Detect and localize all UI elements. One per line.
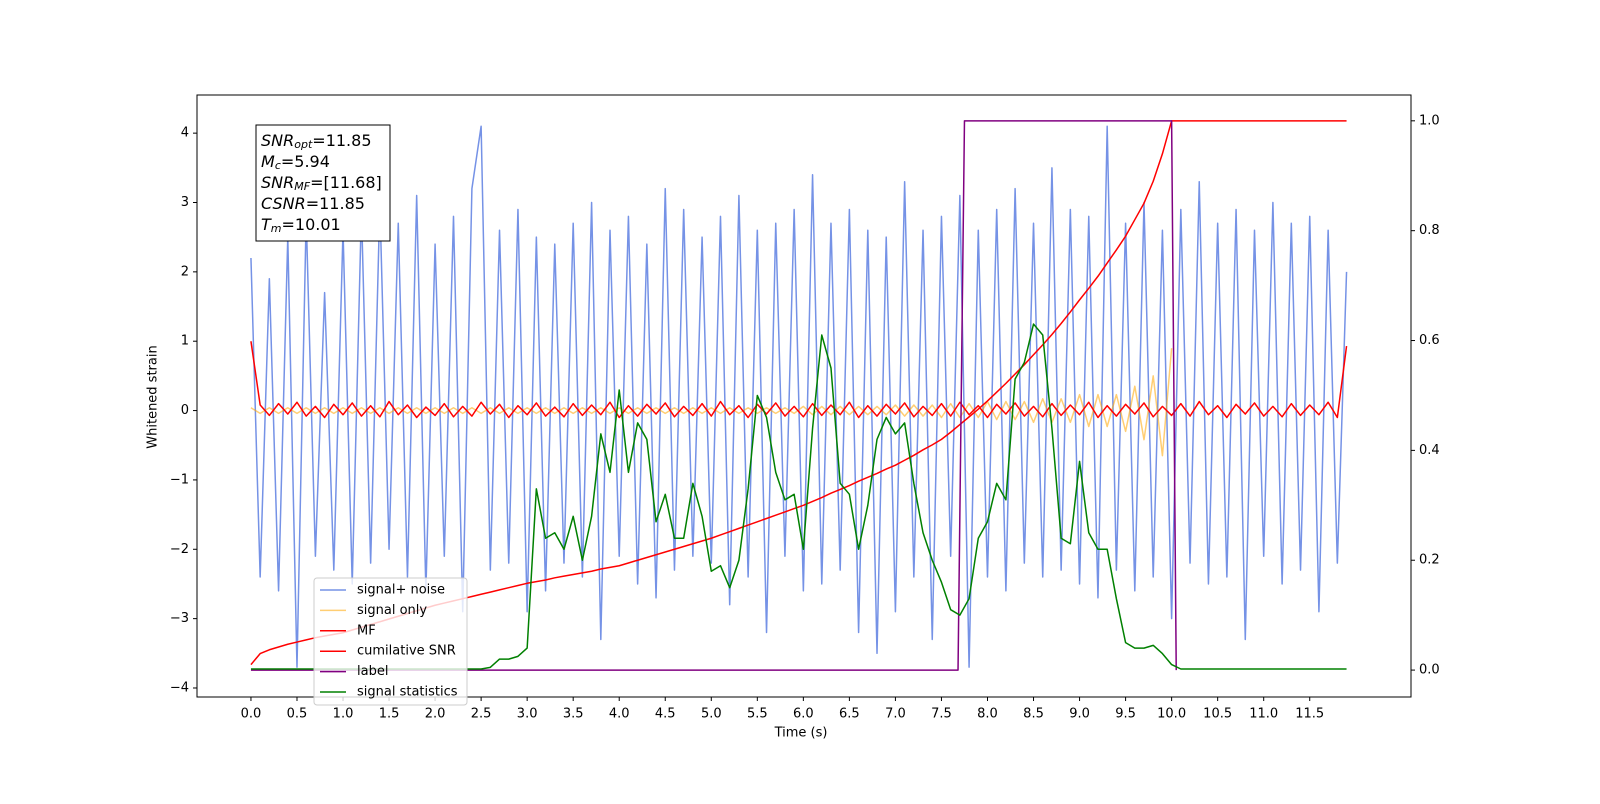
- x-tick-label: 8.5: [1023, 707, 1044, 722]
- x-tick-label: 1.5: [379, 707, 400, 722]
- legend-label: signal only: [357, 603, 427, 618]
- x-tick-label: 6.5: [839, 707, 860, 722]
- x-tick-label: 6.0: [793, 707, 814, 722]
- x-tick-label: 3.5: [563, 707, 584, 722]
- annotation-line: Tm=10.01: [261, 215, 341, 236]
- y2-tick-label: 1.0: [1419, 113, 1440, 128]
- legend-label: signal+ noise: [357, 583, 445, 598]
- series-line: [250, 120, 1177, 671]
- x-tick-label: 9.5: [1115, 707, 1136, 722]
- annotation-subscript: c: [275, 159, 281, 172]
- annotation-line: SNRopt=11.85: [261, 131, 372, 152]
- x-tick-label: 1.0: [333, 707, 354, 722]
- annotation-symbol: SNR: [261, 173, 294, 192]
- x-tick-label: 0.0: [241, 707, 262, 722]
- x-tick-label: 2.0: [425, 707, 446, 722]
- legend-label: label: [357, 664, 388, 679]
- y2-tick-label: 0.2: [1419, 553, 1440, 568]
- x-tick-label: 3.0: [517, 707, 538, 722]
- x-tick-label: 2.5: [471, 707, 492, 722]
- annotation-subscript: MF: [294, 180, 310, 193]
- y-tick-label: −2: [170, 542, 189, 557]
- annotation-symbol: SNR: [261, 131, 294, 150]
- annotation-symbol: CSNR: [261, 194, 306, 213]
- annotation-box: [255, 124, 391, 242]
- x-axis-label: Time (s): [774, 726, 828, 741]
- annotation-value: =[11.68]: [310, 173, 382, 192]
- x-tick-label: 10.5: [1203, 707, 1232, 722]
- legend-box: [313, 577, 468, 706]
- y-tick-label: −1: [170, 472, 189, 487]
- y2-tick-label: 0.4: [1419, 443, 1440, 458]
- legend: signal+ noise signal only MF cumilative SNR…: [313, 577, 468, 706]
- y2-tick-label: 0.8: [1419, 223, 1440, 238]
- annotation: SNRopt=11.85Mc=5.94SNRMF=[11.68]CSNR=11.…: [255, 124, 391, 242]
- y-tick-label: 2: [181, 264, 189, 279]
- x-tick-label: 0.5: [287, 707, 308, 722]
- legend-label: MF: [357, 623, 376, 638]
- x-tick-label: 5.5: [747, 707, 768, 722]
- series-line: [250, 348, 1173, 457]
- x-tick-label: 7.0: [885, 707, 906, 722]
- annotation-value: =11.85: [312, 131, 371, 150]
- annotation-symbol: T: [261, 215, 272, 234]
- annotation-subscript: opt: [294, 138, 313, 151]
- x-tick-label: 9.0: [1069, 707, 1090, 722]
- series-line: [250, 125, 1348, 668]
- annotation-value: =11.85: [306, 194, 365, 213]
- y-tick-label: −4: [170, 680, 189, 695]
- annotation-value: =10.01: [282, 215, 341, 234]
- legend-label: cumilative SNR: [357, 644, 456, 659]
- x-tick-label: 7.5: [931, 707, 952, 722]
- x-tick-label: 5.0: [701, 707, 722, 722]
- y-tick-label: −3: [170, 611, 189, 626]
- annotation-line: CSNR=11.85: [261, 194, 365, 213]
- x-tick-label: 11.0: [1249, 707, 1278, 722]
- y-tick-label: 3: [181, 195, 189, 210]
- x-tick-label: 8.0: [977, 707, 998, 722]
- y-tick-label: 4: [181, 126, 189, 141]
- legend-label: signal statistics: [357, 685, 458, 700]
- y-axis-label: Whitened strain: [146, 345, 161, 448]
- annotation-line: Mc=5.94: [261, 152, 330, 173]
- annotation-symbol: M: [261, 152, 275, 171]
- x-tick-label: 11.5: [1295, 707, 1324, 722]
- annotation-line: SNRMF=[11.68]: [261, 173, 382, 194]
- y2-tick-label: 0.0: [1419, 663, 1440, 678]
- x-tick-label: 4.5: [655, 707, 676, 722]
- x-tick-label: 10.0: [1157, 707, 1186, 722]
- x-tick-label: 4.0: [609, 707, 630, 722]
- annotation-value: =5.94: [281, 152, 330, 171]
- axes-frame: [196, 94, 1412, 698]
- y-tick-label: 1: [181, 334, 189, 349]
- series-line: [250, 341, 1348, 419]
- y2-tick-label: 0.6: [1419, 333, 1440, 348]
- y-tick-label: 0: [181, 403, 189, 418]
- annotation-subscript: m: [271, 222, 282, 235]
